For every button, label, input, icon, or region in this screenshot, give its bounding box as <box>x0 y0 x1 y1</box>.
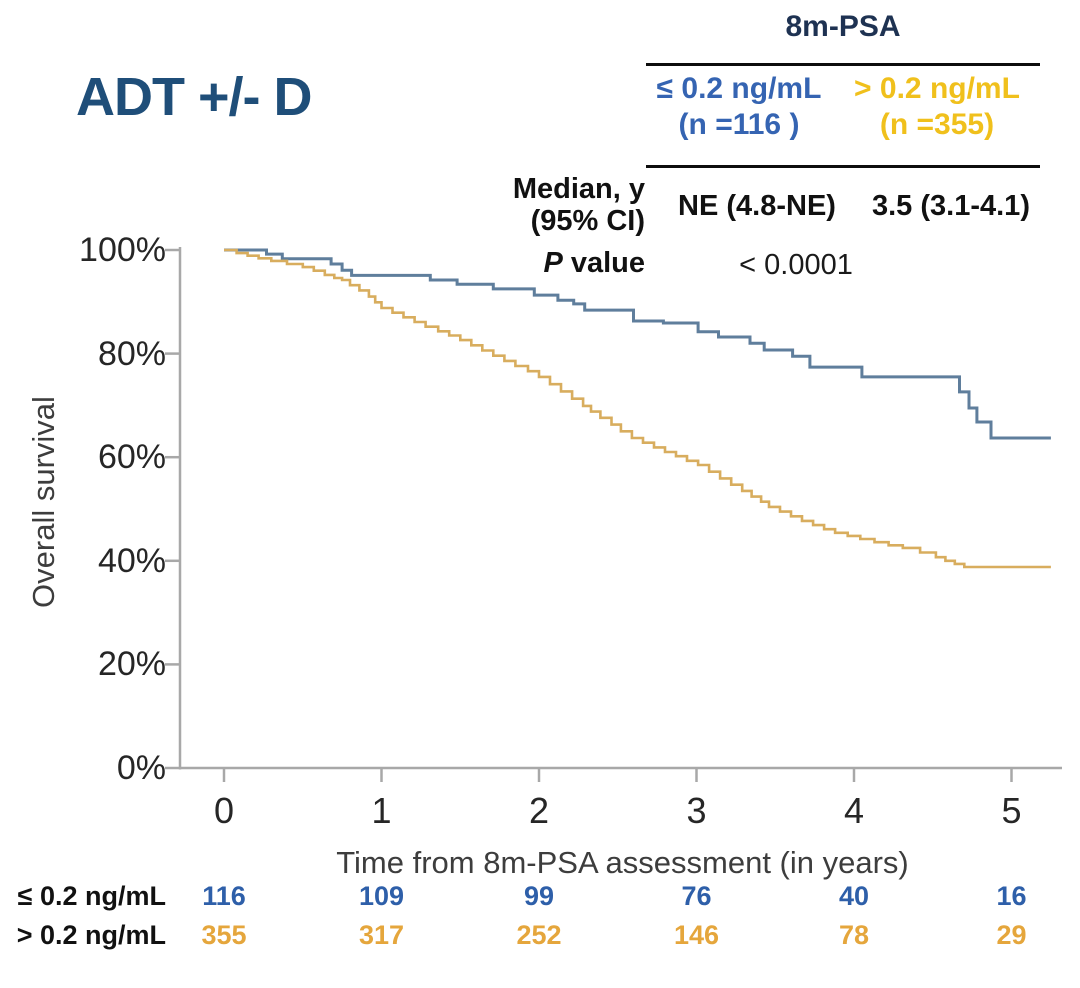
risk-count: 317 <box>358 920 405 950</box>
risk-count: 355 <box>201 920 247 950</box>
stats-table-top-rule <box>646 63 1040 66</box>
psa-low-threshold-label: ≤ 0.2 ng/mL <box>656 72 822 105</box>
psa-high-n-label: (n =355) <box>879 108 995 141</box>
median-value-psa-low: NE (4.8-NE) <box>678 190 836 222</box>
risk-count: 109 <box>358 881 405 911</box>
y-tick-label: 60% <box>97 438 166 477</box>
risk-count: 40 <box>838 881 870 911</box>
stats-table-bottom-rule <box>646 165 1040 168</box>
km-curve-psa-high <box>224 248 1051 569</box>
y-tick-label: 0% <box>116 749 166 787</box>
x-tick-label: 1 <box>371 790 392 831</box>
x-tick-label: 5 <box>1001 790 1022 831</box>
x-axis-title: Time from 8m-PSA assessment (in years) <box>336 845 909 880</box>
km-curve-psa-low <box>224 248 1051 440</box>
y-axis-title: Overall survival <box>26 396 61 608</box>
column-header-psa-low: ≤ 0.2 ng/mL (n =116 ) <box>648 71 830 143</box>
p-value-row-label: P value <box>543 247 645 279</box>
x-tick-label: 0 <box>213 790 235 831</box>
y-tick-label: 100% <box>79 231 166 269</box>
y-tick-label: 80% <box>97 334 166 373</box>
risk-row-label: ≤ 0.2 ng/mL <box>17 881 166 911</box>
page-title: ADT +/- D <box>76 67 313 127</box>
stats-table-header: 8m-PSA <box>785 10 901 43</box>
risk-count: 116 <box>202 881 246 911</box>
median-value-psa-high: 3.5 (3.1-4.1) <box>872 190 1030 222</box>
risk-count: 29 <box>996 920 1027 950</box>
median-row-label: Median, y (95% CI) <box>512 173 645 237</box>
y-tick-label: 20% <box>97 645 166 684</box>
psa-low-n-label: (n =116 ) <box>678 108 800 141</box>
p-value: < 0.0001 <box>739 249 853 281</box>
column-header-psa-high: > 0.2 ng/mL (n =355) <box>838 71 1036 143</box>
risk-count: 78 <box>838 920 870 950</box>
risk-count: 252 <box>516 920 562 950</box>
x-tick-label: 2 <box>528 790 550 831</box>
risk-count: 99 <box>523 881 555 911</box>
risk-count: 76 <box>681 881 712 911</box>
x-tick-label: 3 <box>686 790 707 831</box>
y-tick-label: 40% <box>97 541 166 580</box>
psa-high-threshold-label: > 0.2 ng/mL <box>854 72 1020 105</box>
risk-count: 146 <box>673 920 720 950</box>
risk-row-label: > 0.2 ng/mL <box>16 920 166 950</box>
x-tick-label: 4 <box>843 790 865 831</box>
risk-count: 16 <box>996 881 1027 911</box>
